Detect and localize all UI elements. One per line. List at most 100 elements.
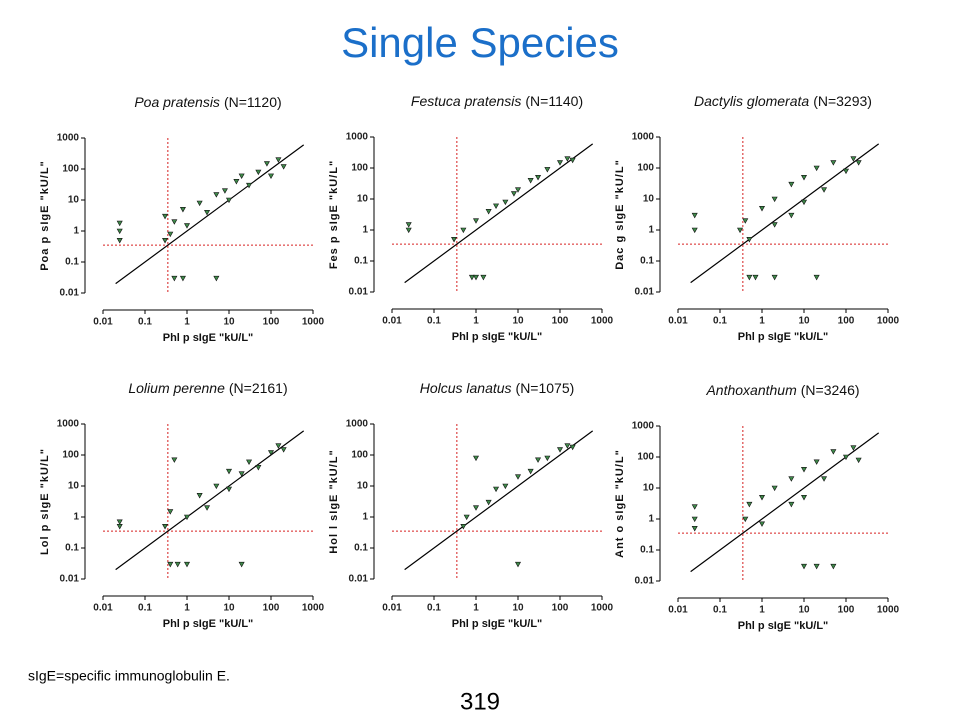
y-tick-label: 0.1 [640, 545, 654, 556]
data-point [171, 457, 178, 463]
y-tick-label: 1000 [632, 132, 655, 143]
x-tick-label: 10 [223, 603, 235, 614]
x-tick-label: 1000 [302, 603, 325, 614]
x-axis-title: Phl p sIgE "kU/L" [452, 331, 543, 343]
data-point [460, 227, 467, 234]
data-point [183, 223, 191, 229]
species-name: Festuca pratensis [411, 93, 522, 109]
identity-line [404, 143, 594, 284]
y-tick-label: 100 [637, 452, 654, 463]
chart-title: Lolium perenne (N=2161) [128, 380, 287, 396]
x-tick-label: 0.1 [713, 316, 727, 327]
data-point [204, 210, 211, 216]
data-point [691, 526, 698, 532]
y-tick-label: 1000 [346, 132, 369, 143]
y-tick-label: 0.1 [354, 256, 368, 267]
data-point [485, 209, 492, 215]
data-point [233, 179, 240, 185]
y-tick-label: 0.01 [349, 574, 369, 585]
data-point [514, 474, 522, 480]
data-point [813, 563, 820, 570]
data-point [691, 212, 698, 219]
data-point [183, 514, 191, 521]
y-tick-label: 0.01 [60, 288, 80, 299]
x-tick-label: 0.1 [138, 603, 152, 614]
data-point [472, 274, 480, 281]
data-point [556, 160, 564, 166]
x-axis-title: Phl p sIgE "kU/L" [163, 332, 254, 344]
sample-size: (N=3246) [801, 382, 860, 398]
data-point [742, 516, 749, 523]
data-point [737, 227, 744, 234]
data-point [855, 457, 862, 464]
data-point [196, 200, 203, 207]
x-tick-label: 1000 [877, 605, 900, 616]
data-point [502, 199, 509, 206]
data-point [171, 219, 178, 225]
sample-size: (N=2161) [229, 380, 288, 396]
y-tick-label: 0.1 [354, 543, 368, 554]
chart-title: Festuca pratensis (N=1140) [411, 93, 583, 109]
data-point [502, 483, 509, 490]
y-tick-label: 1000 [632, 421, 655, 432]
data-point [758, 521, 766, 527]
y-tick-label: 0.01 [635, 287, 655, 298]
data-point [280, 164, 287, 170]
x-tick-label: 1 [473, 603, 479, 614]
data-point [204, 505, 211, 511]
data-point [493, 486, 500, 493]
data-point [116, 228, 123, 235]
species-name: Anthoxanthum [705, 382, 797, 398]
identity-line [404, 430, 594, 571]
data-point [246, 459, 253, 465]
data-point [556, 447, 564, 453]
data-point [800, 199, 808, 206]
y-tick-label: 1000 [346, 419, 369, 430]
data-point [788, 501, 795, 508]
sample-size: (N=1075) [516, 380, 575, 396]
data-point [800, 563, 808, 570]
data-point [451, 237, 458, 243]
data-point [493, 203, 500, 209]
identity-line [690, 143, 880, 284]
data-point [167, 561, 174, 568]
identity-line [690, 432, 880, 573]
data-point [514, 561, 522, 568]
data-point [850, 156, 857, 162]
y-tick-label: 10 [643, 194, 655, 205]
data-point [405, 222, 412, 228]
data-point [213, 192, 220, 198]
y-tick-label: 10 [357, 481, 369, 492]
x-axis-title: Phl p sIgE "kU/L" [163, 618, 254, 630]
data-point [746, 237, 753, 243]
data-point [463, 514, 470, 521]
y-tick-label: 10 [357, 194, 369, 205]
species-name: Holcus lanatus [420, 380, 512, 396]
x-tick-label: 0.01 [93, 317, 113, 328]
data-point [162, 213, 169, 220]
identity-line [115, 430, 305, 571]
y-tick-label: 1 [362, 512, 368, 523]
data-point [746, 274, 753, 281]
x-tick-label: 0.01 [668, 316, 688, 327]
data-point [564, 443, 571, 449]
footnote: sIgE=specific immunoglobulin E. [28, 668, 230, 684]
x-tick-label: 1000 [302, 317, 325, 328]
data-point [183, 561, 191, 568]
data-point [225, 197, 233, 204]
y-tick-label: 0.1 [640, 256, 654, 267]
x-axis-title: Phl p sIgE "kU/L" [738, 620, 829, 632]
data-point [275, 157, 282, 163]
sample-size: (N=3293) [813, 93, 872, 109]
x-tick-label: 0.1 [427, 603, 441, 614]
data-point [691, 516, 698, 523]
chart-title: Dactylis glomerata (N=3293) [694, 93, 872, 109]
x-tick-label: 100 [263, 317, 280, 328]
x-tick-label: 100 [552, 603, 569, 614]
data-point [480, 274, 487, 281]
x-tick-label: 1 [759, 316, 765, 327]
x-tick-label: 10 [798, 316, 810, 327]
data-point [460, 524, 467, 530]
data-point [267, 173, 275, 179]
